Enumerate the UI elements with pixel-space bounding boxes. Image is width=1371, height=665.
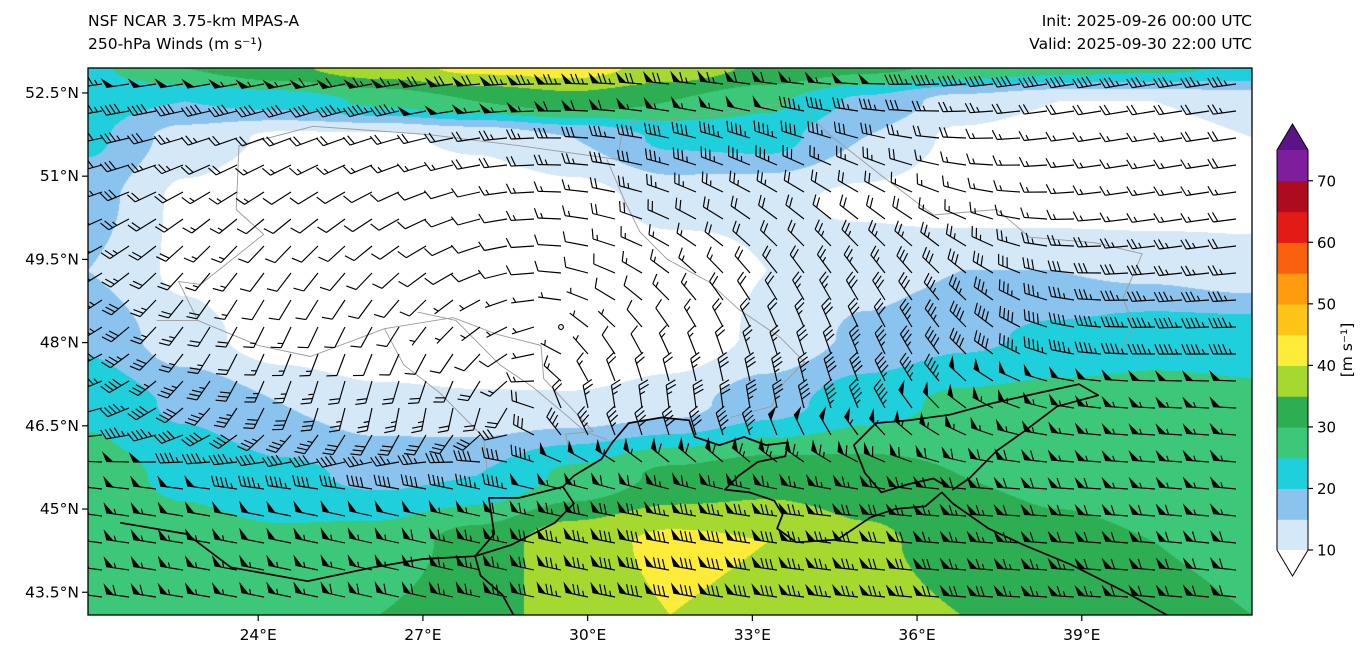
colorbar: 10 20 30 40 50 60 70 [m s⁻¹]: [1276, 123, 1356, 577]
colorbar-under-arrow: [1277, 550, 1308, 576]
colorbar-bin: [1277, 519, 1308, 551]
colorbar-bin: [1277, 211, 1308, 243]
colorbar-tick-label: 30: [1317, 418, 1336, 436]
colorbar-bin: [1277, 242, 1308, 274]
y-axis: 52.5°N 51°N 49.5°N 48°N 46.5°N 45°N 43.5°N: [25, 84, 88, 601]
x-tick-label: 27°E: [404, 626, 441, 644]
colorbar-tick-label: 20: [1317, 480, 1336, 498]
colorbar-tick-label: 60: [1317, 234, 1336, 252]
field-title: 250-hPa Winds (m s⁻¹): [88, 35, 263, 53]
coastlines: [120, 383, 1168, 615]
wind-barbs: [88, 70, 1237, 598]
y-tick-label: 45°N: [40, 500, 79, 518]
colorbar-bin: [1277, 426, 1308, 459]
x-tick-label: 30°E: [569, 626, 606, 644]
colorbar-tick-label: 10: [1317, 542, 1336, 560]
colorbar-bin: [1277, 457, 1308, 490]
x-axis: 24°E 27°E 30°E 33°E 36°E 39°E: [240, 615, 1100, 644]
y-tick-label: 48°N: [40, 334, 79, 352]
valid-time-label: Valid: 2025-09-30 22:00 UTC: [1029, 35, 1252, 53]
colorbar-tick-label: 50: [1317, 295, 1336, 313]
rivers: [417, 159, 806, 441]
time-block: Init: 2025-09-26 00:00 UTC Valid: 2025-0…: [1029, 10, 1252, 56]
colorbar-over-arrow: [1277, 124, 1308, 150]
colorbar-bin: [1277, 303, 1308, 336]
y-tick-label: 43.5°N: [25, 583, 79, 601]
colorbar-bin: [1277, 334, 1308, 366]
colorbar-unit-label: [m s⁻¹]: [1338, 323, 1356, 378]
y-tick-label: 46.5°N: [25, 417, 79, 435]
plot-frame: [87, 67, 1253, 616]
x-tick-label: 24°E: [240, 626, 277, 644]
colorbar-tick-label: 40: [1317, 357, 1336, 375]
colorbar-bin: [1277, 365, 1308, 397]
init-time-label: Init: 2025-09-26 00:00 UTC: [1041, 12, 1252, 30]
colorbar-bin: [1277, 273, 1308, 305]
title-block: NSF NCAR 3.75-km MPAS-A 250-hPa Winds (m…: [88, 10, 299, 56]
colorbar-bin: [1277, 150, 1308, 182]
y-tick-label: 52.5°N: [25, 84, 79, 102]
colorbar-bin: [1277, 488, 1308, 520]
y-tick-label: 51°N: [40, 167, 79, 185]
colorbar-tick-label: 70: [1317, 172, 1336, 190]
colorbar-bin: [1277, 396, 1308, 428]
model-title: NSF NCAR 3.75-km MPAS-A: [88, 12, 300, 30]
x-tick-label: 39°E: [1063, 626, 1100, 644]
y-tick-label: 49.5°N: [25, 250, 79, 268]
x-tick-label: 33°E: [734, 626, 771, 644]
x-tick-label: 36°E: [898, 626, 935, 644]
colorbar-bin: [1277, 180, 1308, 213]
